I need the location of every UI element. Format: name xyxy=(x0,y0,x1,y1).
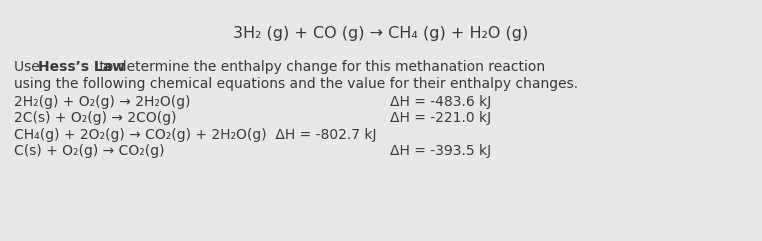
Text: CH₄(g) + 2O₂(g) → CO₂(g) + 2H₂O(g)  ΔH = -802.7 kJ: CH₄(g) + 2O₂(g) → CO₂(g) + 2H₂O(g) ΔH = … xyxy=(14,128,376,142)
Text: 3H₂ (g) + CO (g) → CH₄ (g) + H₂O (g): 3H₂ (g) + CO (g) → CH₄ (g) + H₂O (g) xyxy=(233,26,529,41)
Text: Hess’s Law: Hess’s Law xyxy=(37,60,125,74)
Text: ΔH = -483.6 kJ: ΔH = -483.6 kJ xyxy=(390,95,491,109)
Text: ΔH = -221.0 kJ: ΔH = -221.0 kJ xyxy=(390,111,491,125)
Text: Use: Use xyxy=(14,60,44,74)
Text: C(s) + O₂(g) → CO₂(g): C(s) + O₂(g) → CO₂(g) xyxy=(14,144,165,158)
Text: 2H₂(g) + O₂(g) → 2H₂O(g): 2H₂(g) + O₂(g) → 2H₂O(g) xyxy=(14,95,191,109)
Text: using the following chemical equations and the value for their enthalpy changes.: using the following chemical equations a… xyxy=(14,76,578,91)
Text: to determine the enthalpy change for this methanation reaction: to determine the enthalpy change for thi… xyxy=(95,60,545,74)
Text: 2C(s) + O₂(g) → 2CO(g): 2C(s) + O₂(g) → 2CO(g) xyxy=(14,111,176,125)
Text: ΔH = -393.5 kJ: ΔH = -393.5 kJ xyxy=(390,144,491,158)
